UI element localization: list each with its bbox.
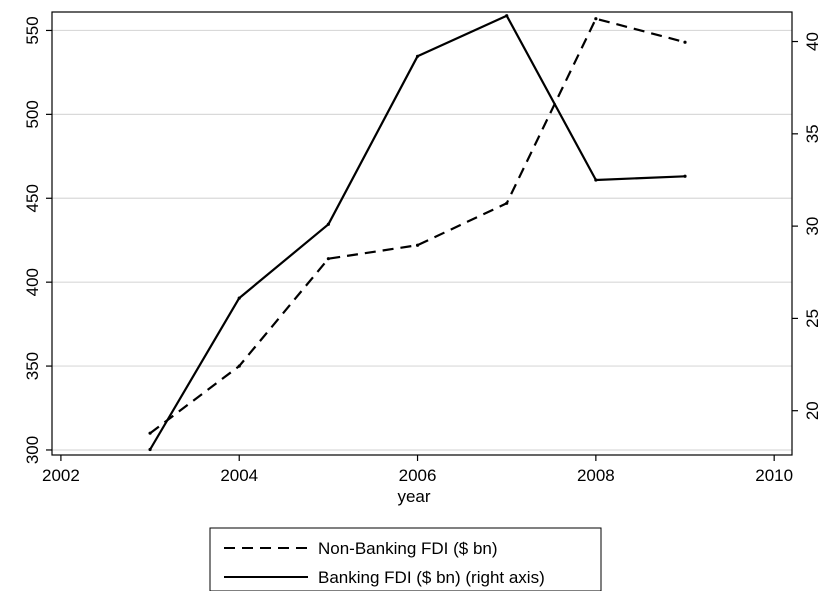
data-point-non-banking xyxy=(683,40,687,44)
left-tick-label: 500 xyxy=(23,100,42,128)
data-point-banking xyxy=(594,178,598,182)
series-lines xyxy=(148,14,687,452)
legend: Non-Banking FDI ($ bn) Banking FDI ($ bn… xyxy=(209,527,602,591)
x-axis-title: year xyxy=(397,487,430,506)
x-axis: 2002 2004 2006 2008 2010 xyxy=(42,455,793,485)
legend-label-non-banking: Non-Banking FDI ($ bn) xyxy=(318,539,498,558)
right-tick-label: 40 xyxy=(803,32,822,51)
series-line-banking xyxy=(149,14,686,451)
data-point-non-banking xyxy=(148,431,152,435)
series-line-non-banking xyxy=(149,17,686,435)
plot-frame xyxy=(51,11,793,456)
gridlines xyxy=(52,29,792,451)
left-tick-label: 400 xyxy=(23,268,42,296)
data-point-banking xyxy=(326,222,330,226)
x-tick-label: 2002 xyxy=(42,466,80,485)
data-point-non-banking xyxy=(505,201,509,205)
left-tick-label: 350 xyxy=(23,352,42,380)
x-tick-label: 2008 xyxy=(577,466,615,485)
x-tick-label: 2004 xyxy=(220,466,258,485)
data-point-banking xyxy=(505,14,509,18)
data-point-non-banking xyxy=(237,364,241,368)
left-tick-label: 300 xyxy=(23,436,42,464)
right-tick-label: 35 xyxy=(803,124,822,143)
right-tick-label: 25 xyxy=(803,309,822,328)
right-tick-label: 30 xyxy=(803,217,822,236)
x-tick-label: 2010 xyxy=(755,466,793,485)
right-y-axis: 20 25 30 35 40 xyxy=(792,32,822,420)
left-tick-label: 550 xyxy=(23,16,42,44)
left-tick-label: 450 xyxy=(23,184,42,212)
data-point-banking xyxy=(237,296,241,300)
data-point-banking xyxy=(415,54,420,58)
data-point-banking xyxy=(683,174,687,178)
right-tick-label: 20 xyxy=(803,401,822,420)
data-point-banking xyxy=(148,447,152,452)
x-tick-label: 2006 xyxy=(399,466,437,485)
left-y-axis: 300 350 400 450 500 550 xyxy=(23,16,52,464)
legend-box xyxy=(209,527,602,591)
data-point-non-banking xyxy=(594,17,598,21)
data-point-non-banking xyxy=(326,257,330,261)
data-point-non-banking xyxy=(415,243,420,247)
legend-label-banking: Banking FDI ($ bn) (right axis) xyxy=(318,568,545,587)
